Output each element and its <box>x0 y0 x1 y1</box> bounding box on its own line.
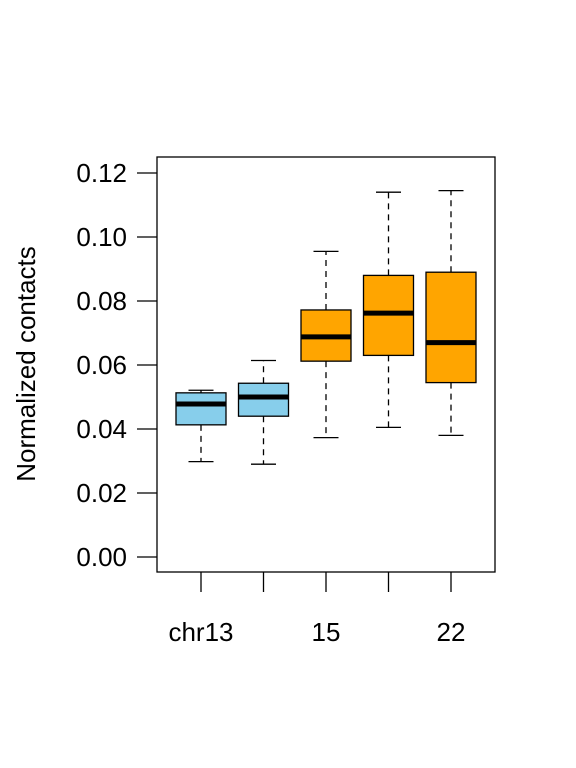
y-tick-label: 0.12 <box>76 158 127 188</box>
y-tick-label: 0.00 <box>76 542 127 572</box>
x-tick-label: 15 <box>312 617 341 647</box>
y-axis-label: Normalized contacts <box>11 246 41 482</box>
box-14 <box>237 359 290 465</box>
box-chr13 <box>175 389 227 463</box>
box-15 <box>300 250 352 439</box>
x-tick-label: 22 <box>437 617 466 647</box>
box-22 <box>425 189 477 437</box>
x-axis: chr13 15 22 <box>168 572 465 647</box>
y-tick-label: 0.04 <box>76 414 127 444</box>
x-tick-label: chr13 <box>168 617 233 647</box>
box-21 <box>362 191 415 429</box>
y-tick-label: 0.08 <box>76 286 127 316</box>
y-tick-label: 0.06 <box>76 350 127 380</box>
box-iqr <box>237 382 290 417</box>
y-axis: 0.00 0.02 0.04 0.06 0.08 0.10 0.12 <box>76 158 157 572</box>
box-iqr <box>425 271 477 384</box>
box-iqr <box>175 392 227 426</box>
y-tick-label: 0.10 <box>76 222 127 252</box>
y-tick-label: 0.02 <box>76 478 127 508</box>
box-series <box>175 189 477 465</box>
